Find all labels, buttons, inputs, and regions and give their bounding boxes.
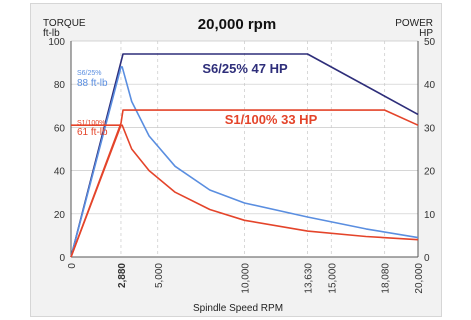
y-right-tick-label: 40 <box>424 80 436 91</box>
x-tick-label: 0 <box>67 263 78 269</box>
left-axis-title-line1: TORQUE <box>43 18 86 29</box>
annotation-s1-torque: 61 ft-lb <box>77 127 108 138</box>
right-axis-title-line1: POWER <box>395 18 433 29</box>
y-right-tick-label: 10 <box>424 210 436 221</box>
annotation-s6-small: S6/25% <box>77 70 102 77</box>
annotation-s6-power: S6/25% 47 HP <box>202 61 288 76</box>
left-axis-title-line2: ft-lb <box>43 28 60 39</box>
y-left-tick-label: 20 <box>54 210 66 221</box>
series-lines <box>70 53 419 258</box>
series-line-s6-25-torque <box>70 66 419 258</box>
y-right-tick-label: 50 <box>424 37 436 48</box>
x-tick-label: 10,000 <box>241 263 252 294</box>
y-right-tick-label: 30 <box>424 123 436 134</box>
x-tick-label: 5,000 <box>154 263 165 288</box>
series-line-s1-100-torque <box>70 124 419 258</box>
x-tick-label: 20,000 <box>414 263 425 294</box>
y-right-tick-label: 0 <box>424 253 430 264</box>
chart-panel: 0 0 20 10 40 20 60 30 80 40 100 50 0 2,880 5,000 10,000… <box>30 3 442 317</box>
annotation-s1-power: S1/100% 33 HP <box>225 112 318 127</box>
y-left-tick-label: 0 <box>59 253 65 264</box>
x-tick-label: 15,000 <box>327 263 338 294</box>
x-tick-label: 2,880 <box>117 263 128 288</box>
y-right-tick-label: 20 <box>424 167 436 178</box>
y-left-tick-label: 40 <box>54 167 66 178</box>
y-left-tick-label: 100 <box>48 37 65 48</box>
x-axis-title: Spindle Speed RPM <box>193 303 283 314</box>
chart-title: 20,000 rpm <box>198 16 276 33</box>
right-axis-title-line2: HP <box>419 28 433 39</box>
annotation-s6-torque: 88 ft-lb <box>77 78 108 89</box>
y-left-tick-label: 60 <box>54 123 66 134</box>
x-tick-label: 13,630 <box>303 263 314 294</box>
x-tick-label: 18,080 <box>381 263 392 294</box>
annotation-s1-small: S1/100% <box>77 120 105 127</box>
labels: 20,000 rpm Spindle Speed RPM TORQUE ft-l… <box>43 16 433 314</box>
y-left-tick-label: 80 <box>54 80 66 91</box>
